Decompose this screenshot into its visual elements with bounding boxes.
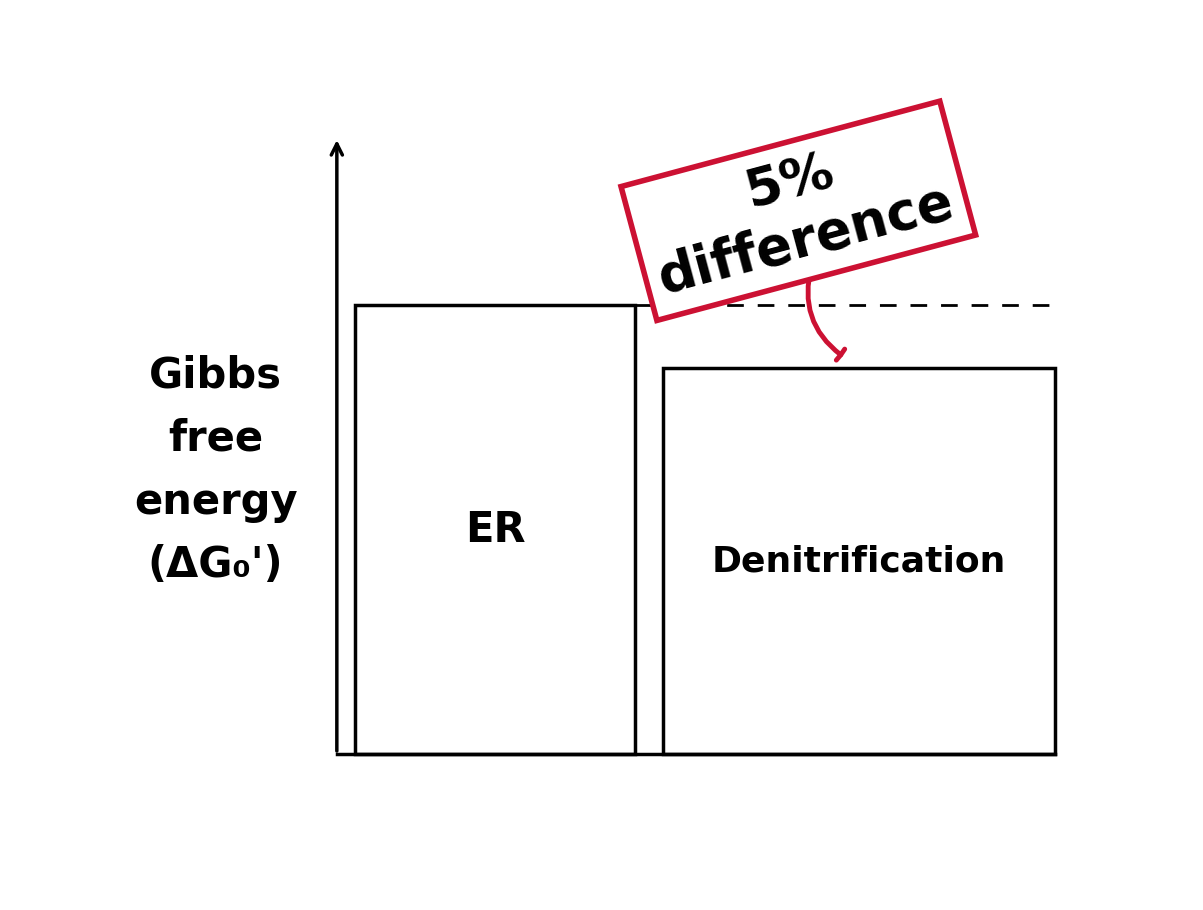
Text: ER: ER <box>466 509 526 551</box>
Text: 5%
difference: 5% difference <box>638 117 960 304</box>
Text: free: free <box>168 418 263 460</box>
Text: Gibbs: Gibbs <box>149 355 283 397</box>
Text: (ΔG₀'): (ΔG₀') <box>148 543 284 586</box>
Text: energy: energy <box>134 480 297 522</box>
Text: Denitrification: Denitrification <box>712 544 1006 578</box>
Bar <box>356 306 635 753</box>
Bar <box>663 369 1055 753</box>
